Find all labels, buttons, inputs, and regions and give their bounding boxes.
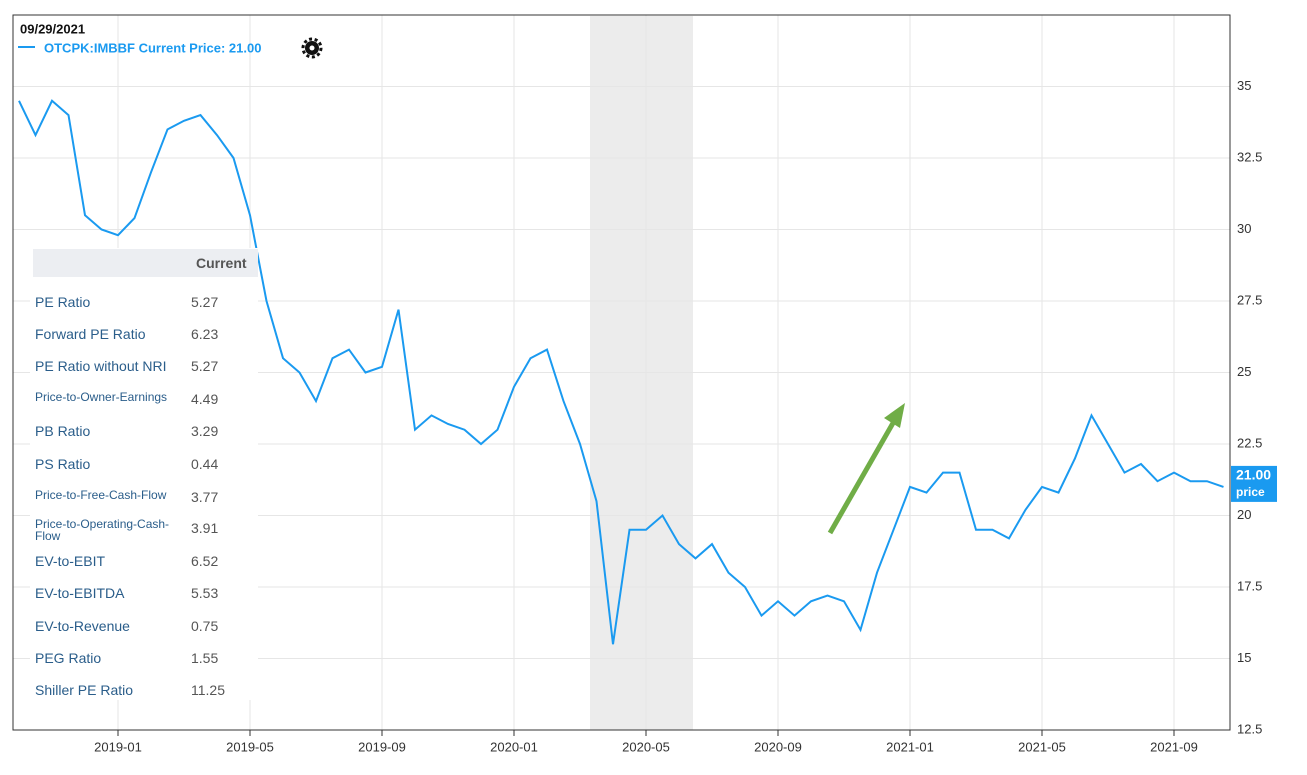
- y-tick-label: 25: [1237, 364, 1251, 379]
- trend-arrow: [827, 403, 905, 535]
- price-tag-value: 21.00: [1236, 467, 1271, 483]
- table-label: PE Ratio without NRI: [35, 358, 167, 374]
- x-tick-label: 2021-05: [1018, 739, 1066, 754]
- y-tick-label: 27.5: [1237, 292, 1262, 307]
- table-value: 6.23: [191, 326, 219, 342]
- price-tag-unit: price: [1236, 485, 1265, 499]
- table-label: PS Ratio: [35, 456, 91, 472]
- table-label: PEG Ratio: [35, 650, 102, 666]
- y-tick-label: 12.5: [1237, 721, 1262, 736]
- date-label: 09/29/2021: [20, 21, 85, 36]
- table-label: Forward PE Ratio: [35, 326, 146, 342]
- column-header: Current: [196, 255, 247, 271]
- x-tick-label: 2021-01: [886, 739, 934, 754]
- price-tag-box: [1231, 465, 1277, 502]
- table-label: EV-to-Revenue: [35, 618, 130, 634]
- y-tick-label: 20: [1237, 507, 1251, 522]
- plot: [18, 99, 1224, 645]
- y-tick-label: 22.5: [1237, 435, 1262, 450]
- x-tick-label: 2019-09: [358, 739, 406, 754]
- x-tick-label: 2019-05: [226, 739, 274, 754]
- table-value: 11.25: [191, 682, 225, 698]
- x-tick-label: 2019-01: [94, 739, 142, 754]
- x-tick-label: 2020-05: [622, 739, 670, 754]
- x-tick-label: 2020-01: [490, 739, 538, 754]
- legend-entry: OTCPK:IMBBF Current Price: 21.00: [44, 40, 261, 55]
- table-value: 5.27: [191, 358, 219, 374]
- table-label: Shiller PE Ratio: [35, 682, 134, 698]
- table-label: EV-to-EBITDA: [35, 585, 125, 601]
- table-value: 3.29: [191, 423, 219, 439]
- settings-icon[interactable]: [301, 37, 323, 59]
- table-label: PB Ratio: [35, 423, 91, 439]
- table-value: 5.53: [191, 585, 219, 601]
- table-label: PE Ratio: [35, 294, 91, 310]
- y-tick-label: 15: [1237, 650, 1251, 665]
- table-label: Price-to-Owner-Earnings: [35, 390, 168, 404]
- table-value: 1.55: [191, 650, 219, 666]
- y-tick-label: 32.5: [1237, 149, 1262, 164]
- x-tick-label: 2021-09: [1150, 739, 1198, 754]
- price-line: [18, 99, 1224, 645]
- table-value: 6.52: [191, 553, 219, 569]
- table-value: 3.91: [191, 520, 219, 536]
- table-value: 4.49: [191, 391, 219, 407]
- plot-border: [12, 14, 1231, 731]
- y-tick-label: 17.5: [1237, 578, 1262, 593]
- table-value: 5.27: [191, 294, 219, 310]
- x-tick-label: 2020-09: [754, 739, 802, 754]
- ratio-table: Current PE Ratio 5.27 Forward PE Ratio 6.23…: [30, 248, 258, 700]
- table-label: EV-to-EBIT: [35, 553, 106, 569]
- table-value: 0.75: [191, 618, 219, 634]
- y-tick-label: 30: [1237, 221, 1251, 236]
- y-tick-label: 35: [1237, 78, 1251, 93]
- table-label: Price-to-Operating-Cash-Flow: [35, 517, 170, 543]
- table-value: 0.44: [191, 456, 219, 472]
- table-label: Price-to-Free-Cash-Flow: [35, 488, 167, 502]
- table-value: 3.77: [191, 489, 219, 505]
- table-header: Current: [33, 249, 258, 277]
- current-price-tag: 21.00 price: [1231, 465, 1277, 502]
